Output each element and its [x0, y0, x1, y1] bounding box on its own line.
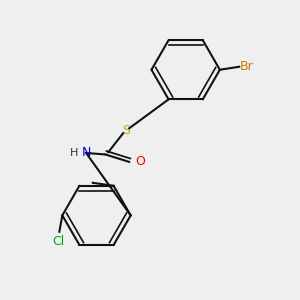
Text: H: H — [70, 148, 79, 158]
Text: Br: Br — [240, 60, 254, 73]
Text: O: O — [136, 155, 146, 168]
Text: N: N — [82, 146, 91, 160]
Text: S: S — [122, 124, 130, 137]
Text: Cl: Cl — [52, 235, 65, 248]
